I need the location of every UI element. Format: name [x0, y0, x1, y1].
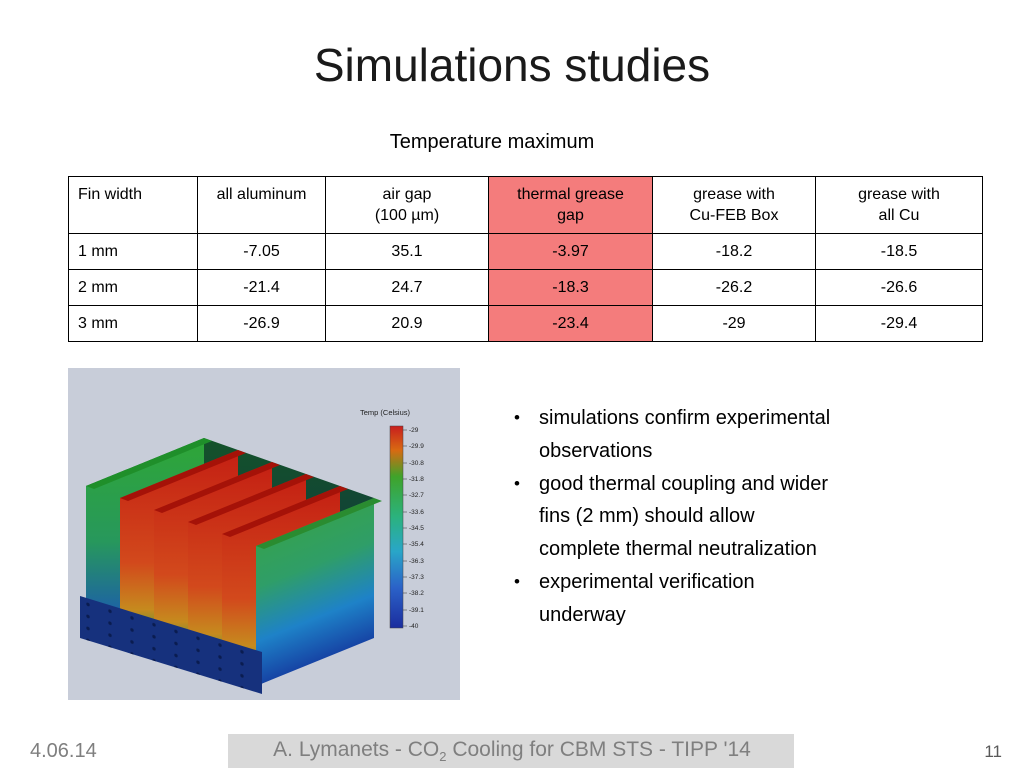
temperature-maximum-table: Fin width all aluminum air gap (100 µm) t… — [68, 176, 983, 342]
col-header-all-aluminum: all aluminum — [197, 176, 326, 234]
table-cell: -26.2 — [652, 269, 816, 306]
page-number: 11 — [984, 742, 1002, 761]
bullet-text: good thermal coupling and wider fins (2 … — [539, 472, 829, 561]
bullet-item: experimental verification underway — [508, 566, 838, 632]
footer-credit-text: A. Lymanets - CO — [273, 738, 440, 761]
row-label: 3 mm — [68, 305, 198, 342]
footer-credit-text: Cooling for CBM STS - TIPP '14 — [446, 738, 751, 761]
heatsink-right-plate — [256, 498, 374, 686]
table-cell: -29.4 — [815, 305, 983, 342]
colorbar-tick-label: -30.8 — [409, 460, 424, 467]
row-label: 1 mm — [68, 233, 198, 270]
table-row: 1 mm -7.05 35.1 -3.97 -18.2 -18.5 — [68, 233, 983, 270]
footer-date: 4.06.14 — [30, 740, 97, 762]
colorbar-tick-label: -40 — [409, 623, 419, 630]
colorbar-tick-label: -32.7 — [409, 492, 424, 499]
colorbar-tick-label: -38.2 — [409, 590, 424, 597]
colorbar-tick-label: -35.4 — [409, 541, 424, 548]
heatsink-render: Temp (Celsius) -29 -29.9 -30.8 -31.8 -32… — [68, 368, 460, 700]
colorbar-tick-label: -31.8 — [409, 476, 424, 483]
table-cell-highlighted: -23.4 — [488, 305, 653, 342]
table-cell: -21.4 — [197, 269, 326, 306]
colorbar-tick-label: -36.3 — [409, 558, 424, 565]
table-cell-highlighted: -3.97 — [488, 233, 653, 270]
table-cell: 24.7 — [325, 269, 489, 306]
thermal-simulation-figure: Temp (Celsius) -29 -29.9 -30.8 -31.8 -32… — [68, 368, 460, 700]
footer-credit-subscript: 2 — [439, 749, 447, 765]
table-row: 2 mm -21.4 24.7 -18.3 -26.2 -26.6 — [68, 269, 983, 306]
heatsink-fin-top — [188, 474, 314, 525]
colorbar-tick-label: -29.9 — [409, 443, 424, 450]
col-header-air-gap: air gap (100 µm) — [325, 176, 489, 234]
table-cell: -7.05 — [197, 233, 326, 270]
colorbar-ticks — [403, 429, 407, 627]
heatsink-fin-top — [120, 450, 246, 501]
heatsink-fin-top — [222, 486, 348, 537]
heatsink-base-holes — [80, 596, 262, 694]
table-cell: 35.1 — [325, 233, 489, 270]
table-header-row: Fin width all aluminum air gap (100 µm) t… — [68, 176, 983, 234]
heatsink-left-plate-top — [86, 438, 212, 489]
col-header-grease-cu-feb-box: grease with Cu-FEB Box — [652, 176, 816, 234]
table-cell: -26.9 — [197, 305, 326, 342]
temp-colorbar — [389, 425, 404, 629]
colorbar-tick-label: -29 — [409, 427, 419, 434]
col-header-grease-all-cu: grease with all Cu — [815, 176, 983, 234]
col-header-thermal-grease-gap: thermal grease gap — [488, 176, 653, 234]
colorbar-tick-label: -39.1 — [409, 607, 424, 614]
colorbar-tick-label: -34.5 — [409, 525, 424, 532]
row-label: 2 mm — [68, 269, 198, 306]
colorbar-tick-label: -37.3 — [409, 574, 424, 581]
bullet-item: good thermal coupling and wider fins (2 … — [508, 468, 838, 566]
table-cell: -26.6 — [815, 269, 983, 306]
table-caption: Temperature maximum — [389, 131, 595, 153]
col-header-fin-width: Fin width — [68, 176, 198, 234]
footer-credit: A. Lymanets - CO2 Cooling for CBM STS - … — [0, 738, 1024, 764]
colorbar-tick-label: -33.6 — [409, 509, 424, 516]
heatsink-right-plate-top — [256, 498, 382, 549]
footer-bar — [228, 734, 794, 768]
table-cell: -18.5 — [815, 233, 983, 270]
colorbar-title: Temp (Celsius) — [360, 408, 411, 417]
heatsink-fin-top — [154, 462, 280, 513]
bullet-text: experimental verification underway — [539, 570, 755, 626]
table-cell: -29 — [652, 305, 816, 342]
bullet-item: simulations confirm experimental observa… — [508, 402, 838, 468]
table-cell-highlighted: -18.3 — [488, 269, 653, 306]
table-cell: -18.2 — [652, 233, 816, 270]
bullet-list: simulations confirm experimental observa… — [508, 402, 838, 632]
table-row: 3 mm -26.9 20.9 -23.4 -29 -29.4 — [68, 305, 983, 342]
table-cell: 20.9 — [325, 305, 489, 342]
bullet-text: simulations confirm experimental observa… — [539, 407, 831, 462]
slide-title: Simulations studies — [313, 39, 711, 91]
